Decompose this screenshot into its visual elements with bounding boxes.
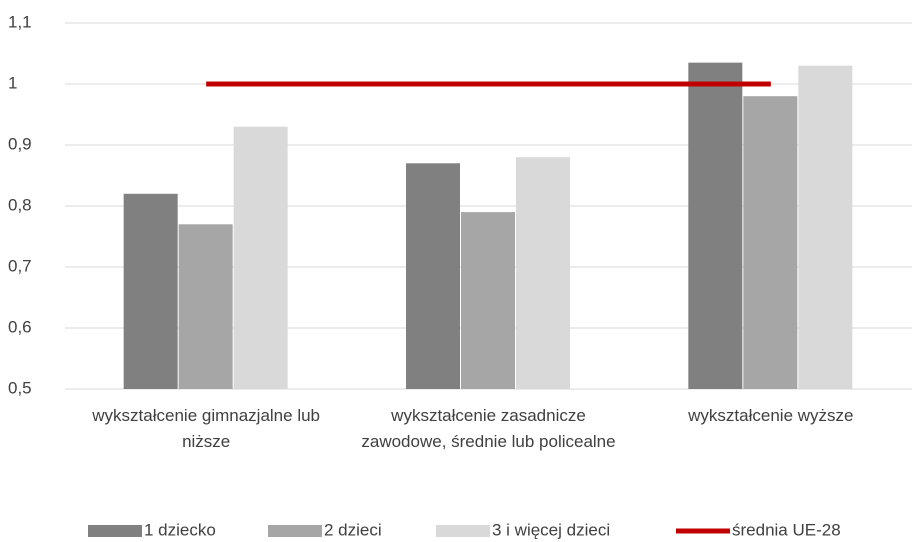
bar (743, 96, 798, 389)
bar (461, 212, 515, 389)
legend-label: średnia UE-28 (732, 520, 841, 539)
bar (798, 65, 853, 389)
y-tick-label: 0,8 (8, 195, 32, 214)
y-tick-label: 0,6 (8, 317, 32, 336)
legend-swatch (436, 525, 490, 537)
bar (123, 193, 178, 389)
bar (688, 62, 743, 390)
bar (233, 126, 288, 389)
x-tick-label: wykształcenie wyższe (688, 406, 854, 425)
legend-label: 1 dziecko (144, 520, 216, 539)
bar (516, 157, 570, 389)
bar (178, 224, 233, 389)
y-tick-label: 1 (8, 73, 17, 92)
legend-label: 3 i więcej dzieci (492, 520, 610, 539)
x-tick-label: wykształcenie zasadnicze zawodowe, średn… (361, 406, 616, 451)
legend-swatch (88, 525, 142, 537)
y-tick-label: 0,5 (8, 378, 32, 397)
legend-label: 2 dzieci (324, 520, 382, 539)
x-tick-label: wykształcenie gimnazjalne lub niższe (92, 406, 321, 451)
bar (406, 163, 460, 389)
y-tick-label: 0,7 (8, 256, 32, 275)
y-tick-label: 1,1 (8, 12, 32, 31)
legend-swatch (268, 525, 322, 537)
y-tick-label: 0,9 (8, 134, 32, 153)
